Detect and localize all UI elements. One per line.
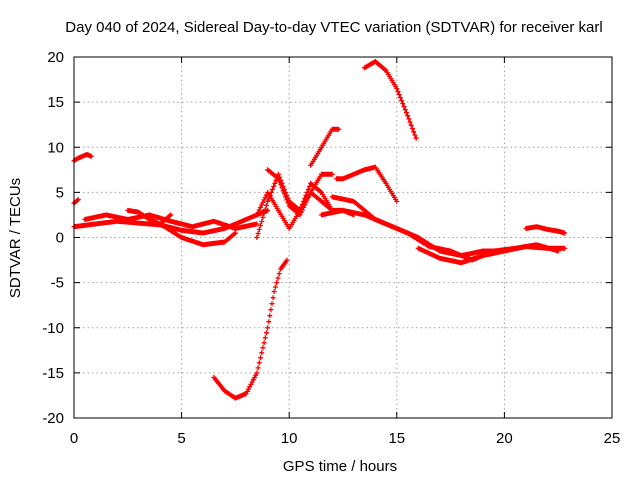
series-markers <box>71 197 81 206</box>
x-tick-label: 25 <box>604 430 621 447</box>
series-markers <box>523 224 568 236</box>
series-s12 <box>334 164 400 204</box>
series-s10 <box>265 167 335 218</box>
x-tick-label: 0 <box>70 430 78 447</box>
series-markers <box>362 59 419 141</box>
series-s11 <box>308 126 342 168</box>
series-markers <box>415 245 507 266</box>
y-tick-label: -5 <box>51 275 64 292</box>
x-axis-label: GPS time / hours <box>283 458 397 475</box>
y-tick-label: 10 <box>47 139 64 156</box>
series-s6 <box>125 207 174 227</box>
x-tick-label: 5 <box>177 430 185 447</box>
x-tick-label: 20 <box>496 430 513 447</box>
series-markers <box>211 257 290 401</box>
y-tick-label: -15 <box>42 365 64 382</box>
series-markers <box>125 207 174 227</box>
series-s13 <box>362 59 419 141</box>
plot-frame <box>73 56 613 419</box>
chart-title: Day 040 of 2024, Sidereal Day-to-day VTE… <box>65 19 602 36</box>
series-s7 <box>211 257 290 401</box>
series-markers <box>319 207 561 263</box>
y-tick-label: 20 <box>47 49 64 66</box>
grid-lines <box>74 57 612 418</box>
y-axis-label: SDTVAR / TECUs <box>7 178 24 298</box>
y-tick-label: 0 <box>56 230 64 247</box>
y-tick-label: 5 <box>56 184 64 201</box>
y-tick-label: -20 <box>42 410 64 427</box>
series-markers <box>254 171 335 240</box>
series-s16 <box>415 245 507 266</box>
series-markers <box>308 126 342 168</box>
axis-ticks <box>73 56 613 419</box>
y-tick-label: -10 <box>42 320 64 337</box>
data-points <box>71 59 568 401</box>
x-tick-label: 10 <box>281 430 298 447</box>
y-tick-label: 15 <box>47 94 64 111</box>
series-markers <box>71 152 94 164</box>
series-s2 <box>71 152 94 164</box>
series-s1 <box>71 197 81 206</box>
x-tick-label: 15 <box>388 430 405 447</box>
series-markers <box>265 167 335 218</box>
series-s17 <box>523 224 568 236</box>
series-s15 <box>319 207 561 263</box>
series-markers <box>334 164 400 204</box>
tick-labels: 0 5 10 15 20 25 -20 -15 -10 -5 0 5 10 15 20 <box>42 49 620 447</box>
series-s8 <box>254 171 335 240</box>
